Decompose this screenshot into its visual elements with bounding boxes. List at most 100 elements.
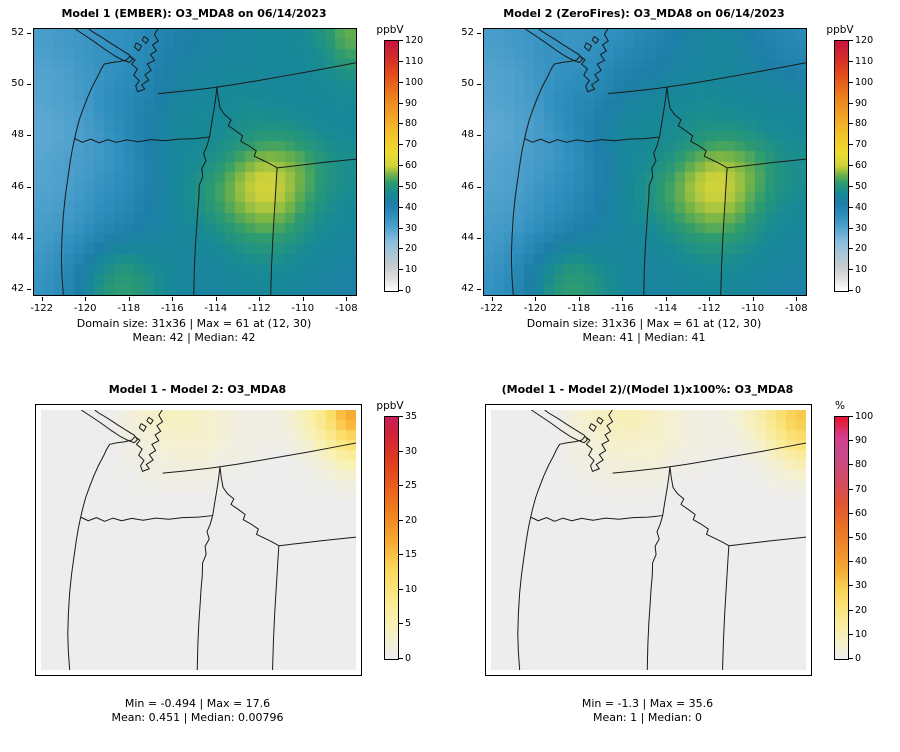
x-tick-mark bbox=[259, 297, 261, 301]
y-tick-label: 46 bbox=[461, 180, 474, 192]
x-tick-label: -122 bbox=[480, 303, 504, 314]
panel-caption: Min = -0.494 | Max = 17.6 Mean: 0.451 | … bbox=[35, 697, 360, 724]
small-island-1 bbox=[589, 424, 596, 432]
y-tick-mark bbox=[477, 237, 481, 239]
colorbar-tick-label: 30 bbox=[855, 222, 868, 234]
colorbar-tick-mark bbox=[849, 102, 853, 104]
panel-title: Model 1 (EMBER): O3_MDA8 on 06/14/2023 bbox=[61, 7, 327, 20]
colorbar-tick-mark bbox=[849, 440, 853, 442]
y-tick-label: 46 bbox=[11, 180, 24, 192]
map-plot-box bbox=[35, 404, 362, 676]
caption-line-1: Domain size: 31x36 | Max = 61 at (12, 30… bbox=[76, 317, 312, 330]
y-tick-label: 44 bbox=[461, 231, 474, 243]
x-tick-mark bbox=[172, 297, 174, 301]
colorbar-tick-mark bbox=[849, 290, 853, 291]
panel-title: Model 1 - Model 2: O3_MDA8 bbox=[108, 383, 287, 396]
x-tick-label: -118 bbox=[567, 303, 591, 314]
wa-or-border bbox=[525, 137, 660, 143]
colorbar-tick-mark bbox=[849, 488, 853, 490]
or-id-border bbox=[194, 137, 210, 295]
y-tick-label: 42 bbox=[11, 282, 24, 294]
mt-wy-border bbox=[729, 537, 806, 546]
colorbar-tick-mark bbox=[399, 206, 403, 208]
y-tick-label: 44 bbox=[11, 231, 24, 243]
colorbar-unit-label: % bbox=[835, 400, 845, 412]
x-tick-mark bbox=[535, 297, 537, 301]
colorbar-tick-label: 15 bbox=[405, 549, 418, 561]
x-tick-mark bbox=[85, 297, 87, 301]
x-tick-label: -114 bbox=[204, 303, 228, 314]
x-tick-mark bbox=[41, 297, 43, 301]
colorbar-tick-label: 20 bbox=[855, 604, 868, 616]
panel-title: (Model 1 - Model 2)/(Model 1)x100%: O3_M… bbox=[501, 383, 794, 396]
colorbar-unit-label: ppbV bbox=[826, 24, 854, 36]
colorbar-tick-label: 0 bbox=[405, 285, 412, 296]
id-wy-border bbox=[273, 546, 279, 670]
colorbar-tick-label: 60 bbox=[855, 160, 868, 171]
vancouver-island bbox=[525, 29, 582, 63]
colorbar-tick-label: 30 bbox=[405, 222, 418, 234]
y-tick-mark bbox=[477, 33, 481, 35]
colorbar-tick-mark bbox=[399, 519, 403, 521]
wa-or-border bbox=[81, 516, 213, 522]
colorbar-tick-label: 10 bbox=[405, 264, 418, 276]
colorbar-tick-label: 40 bbox=[405, 201, 418, 213]
colorbar-tick-label: 20 bbox=[405, 243, 418, 255]
wa-or-border bbox=[531, 516, 663, 522]
colorbar-tick-mark bbox=[399, 450, 403, 452]
panel-caption: Domain size: 31x36 | Max = 61 at (12, 30… bbox=[483, 317, 805, 344]
y-tick-label: 48 bbox=[461, 129, 474, 141]
coastline-pacific-and-puget-sound bbox=[61, 29, 158, 295]
y-tick-label: 48 bbox=[11, 129, 24, 141]
x-tick-label: -120 bbox=[73, 303, 97, 314]
x-tick-mark bbox=[346, 297, 348, 301]
y-tick-label: 50 bbox=[461, 78, 474, 90]
caption-line-2: Mean: 42 | Median: 42 bbox=[132, 330, 256, 344]
y-tick-mark bbox=[27, 33, 31, 35]
mt-wy-border bbox=[727, 159, 806, 168]
x-tick-mark bbox=[665, 297, 667, 301]
x-tick-mark bbox=[578, 297, 580, 301]
colorbar-tick-mark bbox=[399, 588, 403, 590]
id-mt-border bbox=[220, 467, 279, 546]
id-wy-border bbox=[721, 168, 727, 295]
colorbar-tick-label: 40 bbox=[855, 556, 868, 568]
colorbar-tick-mark bbox=[399, 554, 403, 556]
x-tick-label: -114 bbox=[654, 303, 678, 314]
x-tick-label: -108 bbox=[334, 303, 358, 314]
colorbar-tick-label: 100 bbox=[405, 76, 424, 88]
x-tick-label: -110 bbox=[741, 303, 765, 314]
y-tick-mark bbox=[477, 288, 481, 290]
colorbar-tick-label: 20 bbox=[405, 514, 418, 526]
coastline-pacific-and-puget-sound bbox=[511, 29, 608, 295]
colorbar-tick-mark bbox=[399, 165, 403, 166]
y-tick-mark bbox=[477, 186, 481, 188]
colorbar-unit-label: ppbV bbox=[376, 400, 404, 412]
panel-caption: Min = -1.3 | Max = 35.6 Mean: 1 | Median… bbox=[485, 697, 810, 724]
map-plot-box bbox=[483, 28, 807, 296]
colorbar-tick-label: 100 bbox=[855, 76, 874, 88]
id-wy-border bbox=[723, 546, 729, 670]
colorbar-tick-label: 10 bbox=[855, 264, 868, 276]
colorbar-tick-mark bbox=[399, 185, 403, 187]
colorbar-tick-label: 0 bbox=[855, 285, 862, 296]
wa-id-border bbox=[659, 87, 666, 137]
colorbar-tick-label: 30 bbox=[405, 445, 418, 457]
wa-or-border bbox=[75, 137, 210, 143]
y-tick-mark bbox=[27, 84, 31, 86]
colorbar-tick-mark bbox=[849, 206, 853, 208]
small-island-2 bbox=[147, 417, 153, 424]
map-plot-box bbox=[485, 404, 812, 676]
x-tick-label: -112 bbox=[247, 303, 271, 314]
us-canada-border bbox=[163, 443, 356, 473]
colorbar-tick-label: 70 bbox=[405, 139, 418, 151]
colorbar-tick-label: 0 bbox=[855, 653, 862, 664]
colorbar-tick-label: 35 bbox=[405, 411, 418, 422]
y-tick-mark bbox=[27, 186, 31, 188]
y-tick-mark bbox=[477, 84, 481, 86]
x-tick-mark bbox=[128, 297, 130, 301]
colorbar-tick-mark bbox=[399, 123, 403, 125]
x-tick-mark bbox=[302, 297, 304, 301]
colorbar-tick-label: 60 bbox=[855, 507, 868, 519]
